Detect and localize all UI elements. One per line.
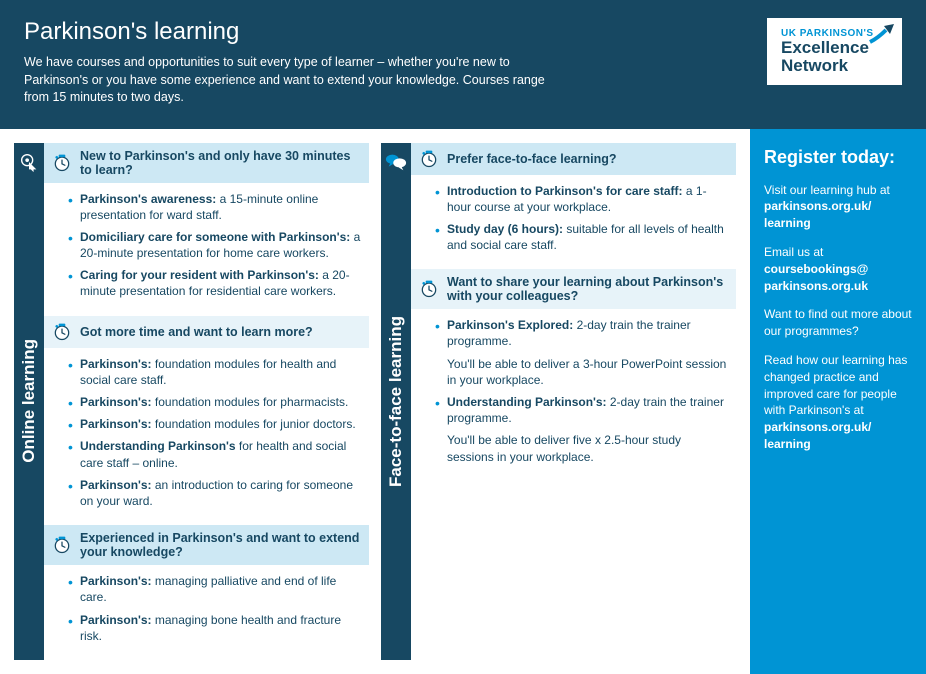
section-body: Parkinson's Explored: 2-day train the tr…	[411, 309, 736, 481]
hub-link[interactable]: parkinsons.org.uk/ learning	[764, 199, 871, 230]
clock-icon	[52, 153, 72, 173]
f2f-tab: Face-to-face learning	[381, 143, 411, 660]
list-item: Parkinson's: foundation modules for heal…	[68, 356, 361, 388]
logo: UK PARKINSON'S Excellence Network	[767, 18, 902, 85]
list-item: Understanding Parkinson's: 2-day train t…	[435, 394, 728, 426]
online-tab-label: Online learning	[19, 339, 39, 463]
list-item: Parkinson's: managing palliative and end…	[68, 573, 361, 605]
clock-icon	[419, 149, 439, 169]
clock-icon	[52, 535, 72, 555]
section-heading-text: Want to share your learning about Parkin…	[447, 275, 728, 303]
list-item: Parkinson's: managing bone health and fr…	[68, 612, 361, 644]
item-subtext: You'll be able to deliver a 3-hour Power…	[435, 356, 728, 388]
list-item: Parkinson's: foundation modules for juni…	[68, 416, 361, 432]
f2f-column: Face-to-face learning Prefer face-to-fac…	[381, 143, 736, 660]
clock-icon	[52, 322, 72, 342]
clock-icon	[419, 279, 439, 299]
email-link[interactable]: coursebookings@ parkinsons.org.uk	[764, 262, 868, 293]
click-icon	[18, 151, 40, 173]
speech-icon	[385, 151, 407, 173]
item-title: Parkinson's:	[80, 357, 152, 371]
item-title: Parkinson's:	[80, 478, 152, 492]
section-heading-text: Experienced in Parkinson's and want to e…	[80, 531, 361, 559]
item-title: Parkinson's:	[80, 395, 152, 409]
page-intro: We have courses and opportunities to sui…	[24, 54, 564, 107]
online-column: Online learning New to Parkinson's and o…	[14, 143, 369, 660]
item-title: Parkinson's:	[80, 613, 152, 627]
content-area: Online learning New to Parkinson's and o…	[0, 129, 750, 674]
list-item: Caring for your resident with Parkinson'…	[68, 267, 361, 299]
item-title: Caring for your resident with Parkinson'…	[80, 268, 319, 282]
sidebar-hub: Visit our learning hub at parkinsons.org…	[764, 182, 912, 232]
item-title: Understanding Parkinson's	[80, 439, 236, 453]
list-item: Parkinson's awareness: a 15-minute onlin…	[68, 191, 361, 223]
list-item: Introduction to Parkinson's for care sta…	[435, 183, 728, 215]
sidebar: Register today: Visit our learning hub a…	[750, 129, 926, 674]
item-title: Parkinson's Explored:	[447, 318, 573, 332]
section-heading: Want to share your learning about Parkin…	[411, 269, 736, 309]
section-body: Parkinson's: managing palliative and end…	[44, 565, 369, 660]
read-link[interactable]: parkinsons.org.uk/ learning	[764, 420, 871, 451]
sidebar-email: Email us at coursebookings@ parkinsons.o…	[764, 244, 912, 294]
online-tab: Online learning	[14, 143, 44, 660]
logo-line2: Network	[781, 57, 884, 75]
section-heading-text: Got more time and want to learn more?	[80, 325, 313, 339]
item-title: Study day (6 hours):	[447, 222, 563, 236]
section-heading: Experienced in Parkinson's and want to e…	[44, 525, 369, 565]
sidebar-question: Want to find out more about our programm…	[764, 306, 912, 340]
item-title: Understanding Parkinson's:	[447, 395, 607, 409]
list-item: Parkinson's: foundation modules for phar…	[68, 394, 361, 410]
item-title: Parkinson's:	[80, 574, 152, 588]
list-item: Understanding Parkinson's for health and…	[68, 438, 361, 470]
sidebar-read: Read how our learning has changed practi…	[764, 352, 912, 453]
item-desc: foundation modules for junior doctors.	[152, 417, 356, 431]
item-title: Parkinson's awareness:	[80, 192, 216, 206]
item-title: Introduction to Parkinson's for care sta…	[447, 184, 683, 198]
section-heading-text: New to Parkinson's and only have 30 minu…	[80, 149, 361, 177]
item-title: Domiciliary care for someone with Parkin…	[80, 230, 350, 244]
sidebar-title: Register today:	[764, 145, 912, 170]
list-item: Parkinson's: an introduction to caring f…	[68, 477, 361, 509]
header: Parkinson's learning We have courses and…	[0, 0, 926, 129]
section-body: Parkinson's awareness: a 15-minute onlin…	[44, 183, 369, 316]
item-subtext: You'll be able to deliver five x 2.5-hou…	[435, 432, 728, 464]
section-heading-text: Prefer face-to-face learning?	[447, 152, 617, 166]
section-body: Introduction to Parkinson's for care sta…	[411, 175, 736, 270]
section-heading: Prefer face-to-face learning?	[411, 143, 736, 175]
list-item: Parkinson's Explored: 2-day train the tr…	[435, 317, 728, 349]
list-item: Domiciliary care for someone with Parkin…	[68, 229, 361, 261]
item-desc: foundation modules for pharmacists.	[152, 395, 349, 409]
section-heading: New to Parkinson's and only have 30 minu…	[44, 143, 369, 183]
section-body: Parkinson's: foundation modules for heal…	[44, 348, 369, 526]
page-title: Parkinson's learning	[24, 18, 564, 46]
list-item: Study day (6 hours): suitable for all le…	[435, 221, 728, 253]
arrow-icon	[868, 24, 896, 46]
item-title: Parkinson's:	[80, 417, 152, 431]
section-heading: Got more time and want to learn more?	[44, 316, 369, 348]
f2f-tab-label: Face-to-face learning	[386, 316, 406, 487]
